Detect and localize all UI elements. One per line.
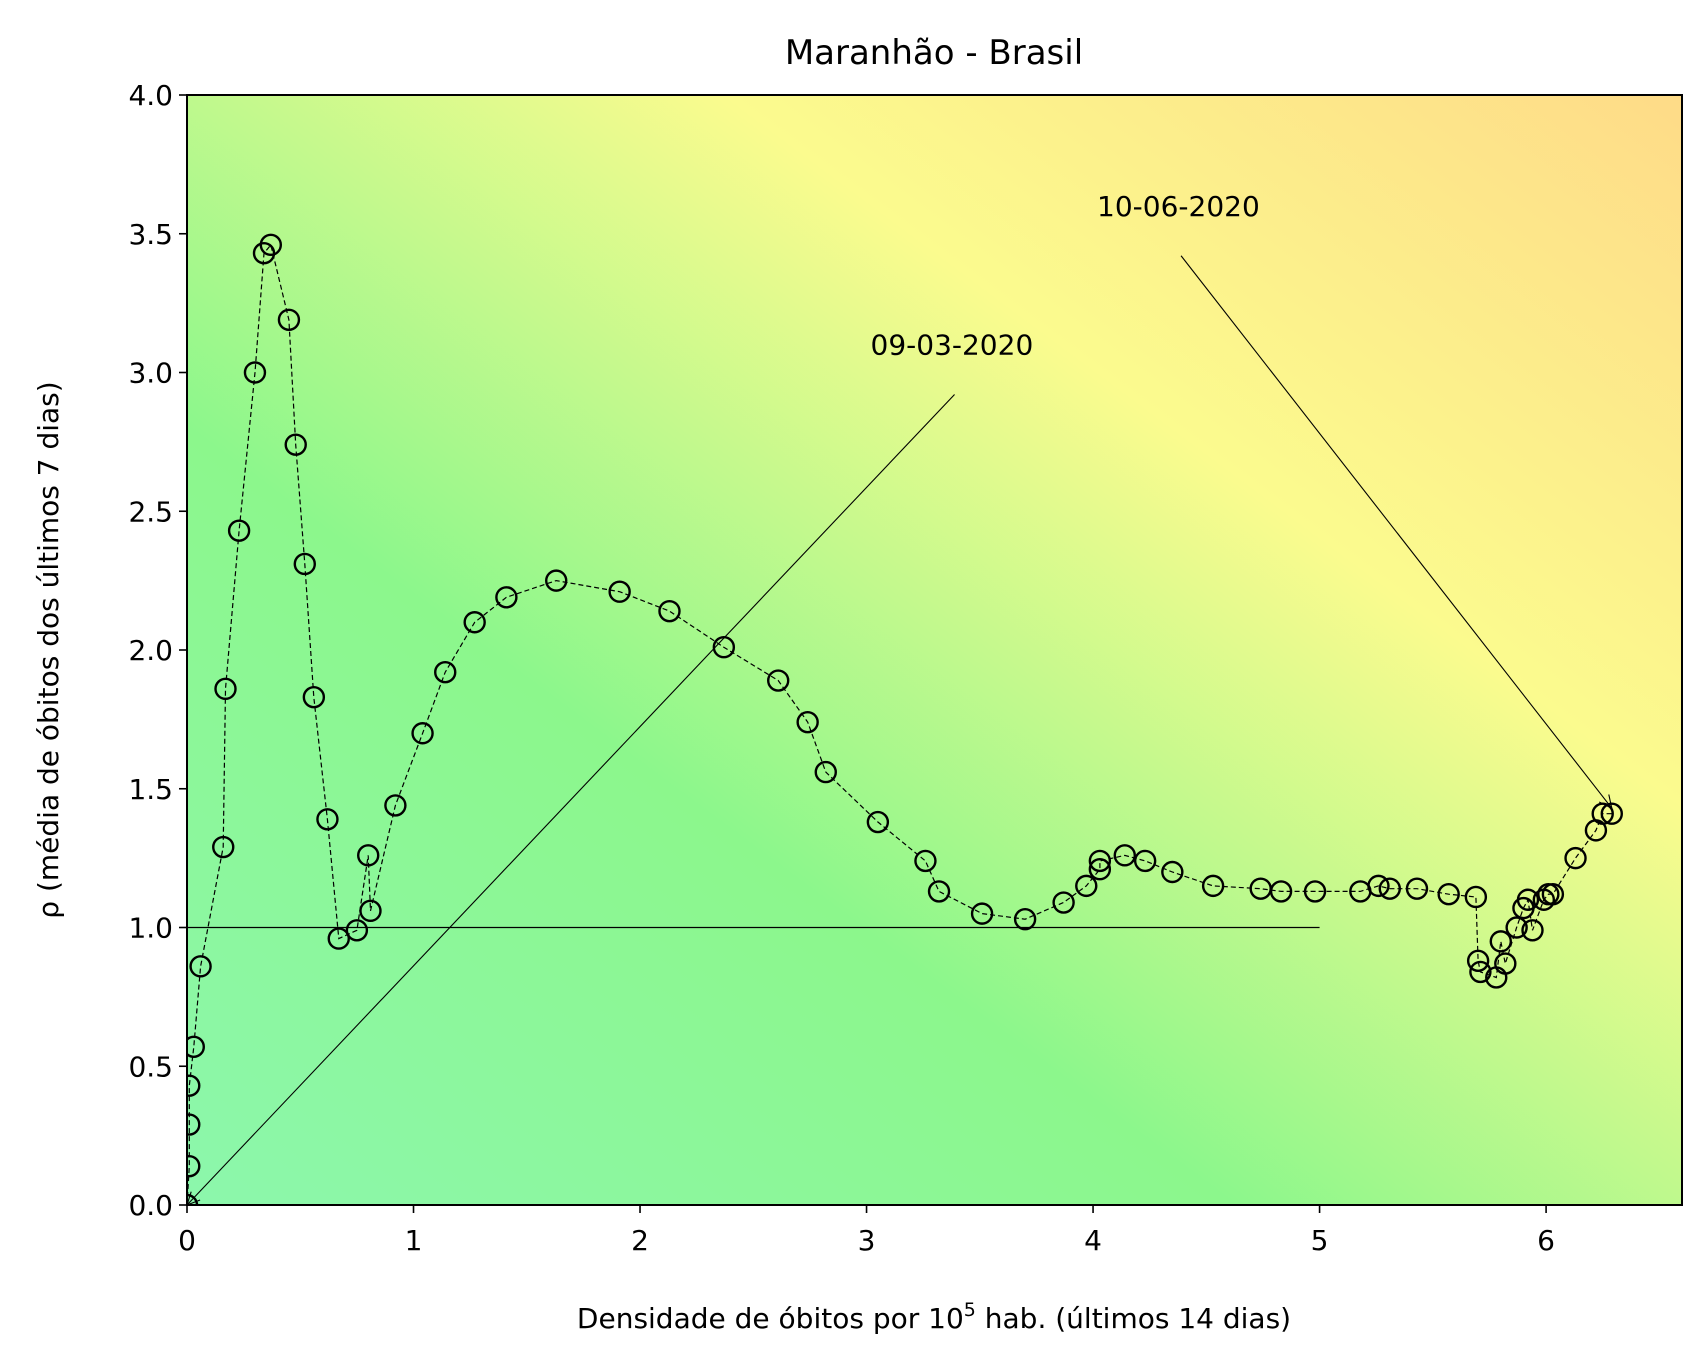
y-tick-label: 3.5	[128, 218, 173, 251]
data-point	[1564, 846, 1587, 870]
plot-area	[187, 233, 1623, 1205]
data-point	[359, 899, 382, 923]
data-point	[1269, 880, 1293, 903]
data-point	[316, 808, 339, 831]
y-tick-label: 0.0	[128, 1189, 173, 1222]
data-point	[1521, 919, 1544, 942]
data-point	[796, 710, 819, 734]
data-point	[1466, 949, 1490, 972]
x-tick-label: 1	[405, 1224, 423, 1257]
y-axis: 0.0 0.5 1.0 1.5 2.0 2.5 3.0 3.5 4.0	[128, 79, 187, 1222]
annotation-label: 09-03-2020	[871, 329, 1034, 362]
data-point	[277, 308, 301, 331]
annotation-arrow	[1180, 255, 1613, 809]
data-point	[384, 794, 407, 817]
x-axis-label-superscript: 5	[964, 1299, 976, 1321]
data-point	[259, 233, 283, 257]
data-point	[1378, 877, 1401, 900]
data-point	[411, 722, 434, 745]
plot-background	[187, 95, 1682, 1205]
data-point	[214, 677, 237, 701]
data-point	[970, 902, 994, 925]
data-point	[1505, 916, 1528, 939]
data-point	[302, 685, 326, 709]
data-point	[1437, 883, 1460, 906]
data-point	[345, 919, 369, 942]
data-point	[1201, 874, 1225, 898]
data-point	[712, 636, 736, 659]
data-point	[189, 955, 212, 978]
data-point	[463, 611, 486, 634]
data-point	[1464, 885, 1488, 909]
data-point	[1113, 844, 1136, 867]
data-point	[293, 552, 316, 576]
data-point	[1088, 849, 1112, 873]
x-tick-label: 6	[1537, 1224, 1555, 1257]
data-point	[227, 519, 251, 542]
y-axis-label: ρ (média de óbitos dos últimos 7 dias)	[32, 381, 65, 918]
data-point	[927, 880, 951, 903]
data-point	[1541, 883, 1565, 906]
data-point	[1405, 877, 1429, 900]
annotation-arrowhead	[186, 1191, 201, 1206]
data-point	[1303, 880, 1327, 903]
data-point	[1161, 860, 1184, 884]
y-tick-label: 3.0	[128, 357, 173, 390]
x-axis-label-tail: hab. (últimos 14 dias)	[976, 1302, 1291, 1335]
y-tick-label: 1.5	[128, 773, 173, 806]
data-point	[327, 927, 350, 950]
data-point	[1600, 802, 1623, 825]
data-point	[1075, 874, 1098, 898]
x-axis: 0 1 2 3 4 5 6	[178, 1205, 1555, 1257]
data-point	[187, 1074, 201, 1097]
x-tick-label: 3	[858, 1224, 876, 1257]
series-line	[187, 243, 1612, 1205]
data-point	[284, 433, 307, 456]
data-point	[1469, 960, 1492, 984]
y-tick-label: 2.5	[128, 495, 173, 528]
data-point	[243, 361, 267, 384]
data-point	[866, 810, 890, 834]
data-point	[658, 599, 681, 623]
chart-title: Maranhão - Brasil	[785, 33, 1083, 73]
annotation-arrow	[186, 394, 955, 1206]
data-point	[608, 580, 631, 603]
x-tick-label: 0	[178, 1224, 196, 1257]
annotation-arrowhead	[1598, 794, 1613, 810]
data-point	[814, 760, 837, 784]
data-point	[187, 1035, 205, 1059]
y-tick-label: 0.5	[128, 1050, 173, 1083]
data-point	[434, 661, 457, 684]
data-point	[545, 569, 568, 592]
y-tick-label: 2.0	[128, 634, 173, 667]
data-point	[187, 1113, 201, 1136]
data-point	[495, 586, 518, 609]
annotation-label: 10-06-2020	[1097, 190, 1260, 223]
x-axis-label: Densidade de óbitos por 105 hab. (último…	[577, 1299, 1291, 1335]
x-tick-label: 2	[631, 1224, 649, 1257]
data-point	[212, 835, 235, 859]
data-point	[1516, 888, 1540, 911]
x-tick-label: 4	[1084, 1224, 1102, 1257]
data-point	[914, 849, 937, 873]
data-point	[1088, 858, 1112, 881]
y-tick-label: 4.0	[128, 79, 173, 112]
data-point	[1494, 952, 1517, 975]
data-point	[1133, 849, 1157, 873]
data-point	[1367, 874, 1390, 898]
x-tick-label: 5	[1311, 1224, 1329, 1257]
data-point	[357, 844, 380, 867]
data-point	[1489, 930, 1512, 953]
data-point	[1052, 891, 1075, 914]
data-point	[1013, 907, 1037, 931]
annotations: 09-03-2020 10-06-2020	[186, 190, 1613, 1206]
data-point	[187, 1154, 201, 1178]
x-axis-label-main: Densidade de óbitos por 10	[577, 1302, 964, 1335]
data-point	[767, 669, 790, 692]
y-tick-label: 1.0	[128, 912, 173, 945]
